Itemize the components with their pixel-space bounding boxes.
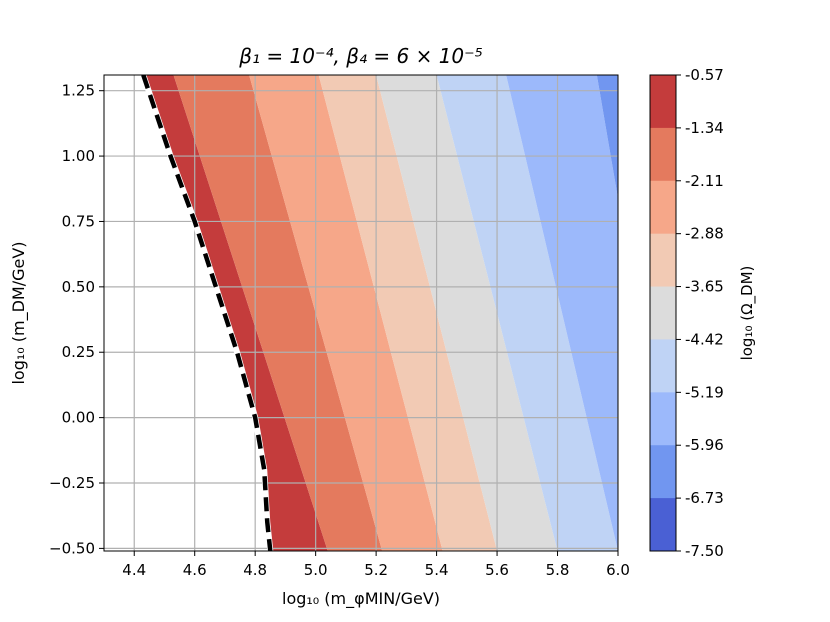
colorbar-segment-2 xyxy=(650,127,676,182)
contour-band-6 xyxy=(436,75,618,551)
x-tick-label: 4.8 xyxy=(243,561,267,579)
x-tick-label: 4.4 xyxy=(122,561,146,579)
y-axis-label: log₁₀ (m_DM/GeV) xyxy=(9,241,29,384)
y-tick-label: 0.00 xyxy=(62,409,95,427)
x-tick-label: 5.6 xyxy=(485,561,509,579)
y-tick-label: −0.25 xyxy=(49,474,95,492)
y-tick-label: 0.25 xyxy=(62,343,95,361)
colorbar-label: log₁₀ (Ω_DM) xyxy=(738,266,757,361)
plot-clip-group xyxy=(104,75,618,551)
colorbar-tick-label: -6.73 xyxy=(685,489,724,507)
colorbar-segment-7 xyxy=(650,392,676,446)
y-axis: −0.50 −0.25 0.00 0.25 0.50 0.75 1.00 1.25 xyxy=(49,82,104,557)
contour-band-2 xyxy=(173,75,383,551)
contour-band-5 xyxy=(376,75,558,551)
colorbar-tick-label: -1.34 xyxy=(685,119,724,137)
colorbar-tick-label: -4.42 xyxy=(685,330,724,348)
colorbar-frame xyxy=(649,74,677,552)
colorbar-segment-6 xyxy=(650,339,676,393)
contour-band-4 xyxy=(318,75,498,551)
x-axis: 4.4 4.6 4.8 5.0 5.2 5.4 5.6 5.8 6.0 xyxy=(122,551,630,579)
excluded-region xyxy=(104,75,271,551)
x-tick-label: 5.8 xyxy=(546,561,570,579)
contour-band-1 xyxy=(143,75,328,551)
colorbar-segment-8 xyxy=(650,445,676,499)
chart-title: β₁ = 10⁻⁴, β₄ = 6 × 10⁻⁵ xyxy=(238,44,482,68)
x-tick-label: 6.0 xyxy=(606,561,630,579)
x-tick-label: 5.4 xyxy=(425,561,449,579)
colorbar-segment-4 xyxy=(650,233,676,288)
x-axis-label: log₁₀ (m_φMIN/GeV) xyxy=(282,589,440,609)
x-tick-label: 5.2 xyxy=(364,561,388,579)
colorbar-tick-label: -3.65 xyxy=(685,278,724,296)
colorbar-segment-1 xyxy=(650,75,676,129)
boundary-dashed-line xyxy=(141,75,273,551)
plot-frame xyxy=(103,74,619,552)
y-tick-label: 0.75 xyxy=(62,212,95,230)
x-tick-label: 5.0 xyxy=(304,561,328,579)
plot-area xyxy=(103,74,619,552)
colorbar-segment-3 xyxy=(650,180,676,235)
colorbar-tick-label: -7.50 xyxy=(685,542,724,560)
colorbar-tick-label: -5.19 xyxy=(685,383,724,401)
colorbar-tick-label: -2.11 xyxy=(685,172,724,190)
colorbar-tick-label: -2.88 xyxy=(685,225,724,243)
x-tick-label: 4.6 xyxy=(183,561,207,579)
colorbar-segment-5 xyxy=(650,286,676,340)
y-tick-label: 0.50 xyxy=(62,278,95,296)
contour-band-7 xyxy=(506,75,618,551)
y-tick-label: 1.25 xyxy=(62,82,95,100)
y-tick-label: −0.50 xyxy=(49,539,95,557)
contour-band-8 xyxy=(596,75,618,199)
y-tick-label: 1.00 xyxy=(62,147,95,165)
contour-band-3 xyxy=(249,75,443,551)
colorbar: -0.57 -1.34 -2.11 -2.88 -3.65 -4.42 -5.19 -5.96… xyxy=(649,66,724,560)
colorbar-tick-label: -0.57 xyxy=(685,66,724,84)
colorbar-tick-label: -5.96 xyxy=(685,436,724,454)
colorbar-segment-9 xyxy=(650,498,676,552)
